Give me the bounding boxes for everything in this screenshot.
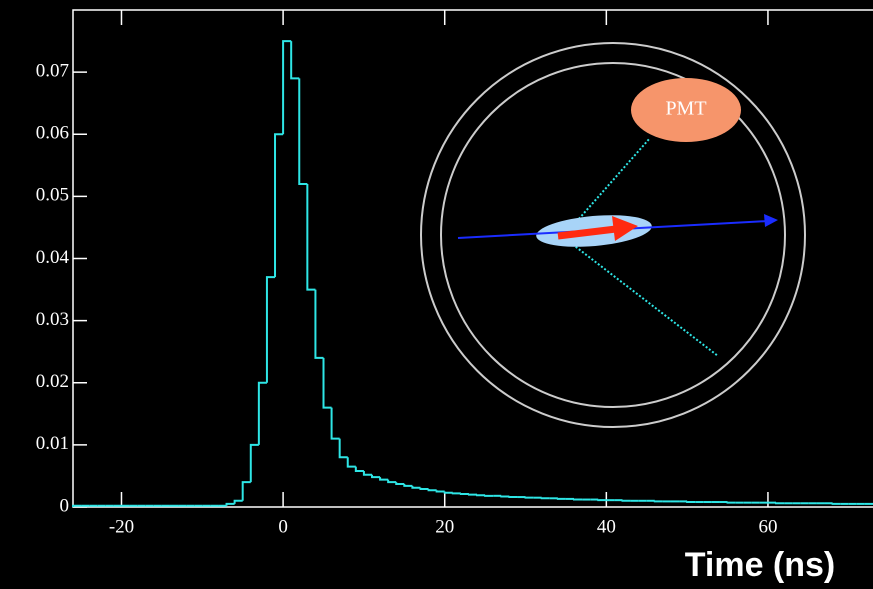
y-tick-label: 0 [60,495,70,516]
histogram-step [249,443,259,483]
y-tick-label: 0.02 [36,371,69,392]
histogram-step [290,41,300,80]
y-tick-label: 0.03 [36,309,69,330]
histogram-step [362,470,372,476]
histogram-step [395,482,405,486]
histogram-step [387,479,397,484]
histogram-step [467,493,478,496]
track-arrowhead [764,214,778,227]
histogram-step [427,488,437,492]
x-tick-label: 0 [278,516,288,537]
histogram-step [443,491,453,494]
histogram-step [451,492,461,495]
pmt-label: PMT [665,98,706,120]
histogram-step [274,133,284,278]
particle-arrowhead [612,216,638,241]
histogram-step [831,502,841,505]
histogram-step [419,487,429,490]
plot-frame [72,9,873,508]
histogram-step [338,438,348,459]
histogram-step [233,499,243,504]
x-tick-label: -20 [109,516,134,537]
histogram-step [306,183,316,291]
histogram-step [435,490,445,493]
histogram-step [257,381,267,445]
histogram-step [508,496,518,499]
y-tick-label: 0.01 [36,433,69,454]
y-tick-label: 0.05 [36,185,69,206]
inner-circle [440,62,786,408]
histogram [72,40,873,507]
histogram-step [72,504,82,507]
y-tick-label: 0.06 [36,123,69,144]
outer-circle [420,42,806,428]
x-tick-label: 40 [597,516,616,537]
histogram-step [524,496,534,499]
histogram-step [775,502,785,505]
histogram-step [322,357,332,409]
histogram-step [314,289,324,359]
histogram-step [411,485,421,489]
histogram-step [573,498,583,501]
histogram-step [379,477,389,481]
detector-diagram: PMT [420,42,806,428]
histogram-step [726,501,736,504]
histogram-step [370,474,381,479]
histogram-step [346,457,356,468]
histogram-step [403,484,413,487]
histogram-step [282,40,292,135]
histogram-step [476,494,486,497]
pmt [631,78,741,142]
histogram-step [597,499,607,502]
histogram-step [556,497,566,500]
histogram-step [686,501,696,504]
histogram-step [459,492,469,495]
histogram-step [653,500,663,503]
x-axis-label: Time (ns) [685,546,836,584]
histogram-step [484,494,494,497]
histogram-step [225,502,235,506]
histogram-step [354,466,364,472]
x-tick-label: 20 [435,516,454,537]
x-tick-label: 60 [758,516,777,537]
histogram-step [330,407,340,440]
histogram-step [621,499,631,502]
y-tick-label: 0.04 [36,247,70,268]
histogram-step [298,78,308,185]
histogram-step [265,276,276,383]
histogram-step [241,481,251,501]
light-ray [562,236,719,357]
histogram-step [540,497,550,500]
y-tick-label: 0.07 [36,60,69,81]
histogram-step [500,495,510,498]
particle-arrow [557,225,617,240]
